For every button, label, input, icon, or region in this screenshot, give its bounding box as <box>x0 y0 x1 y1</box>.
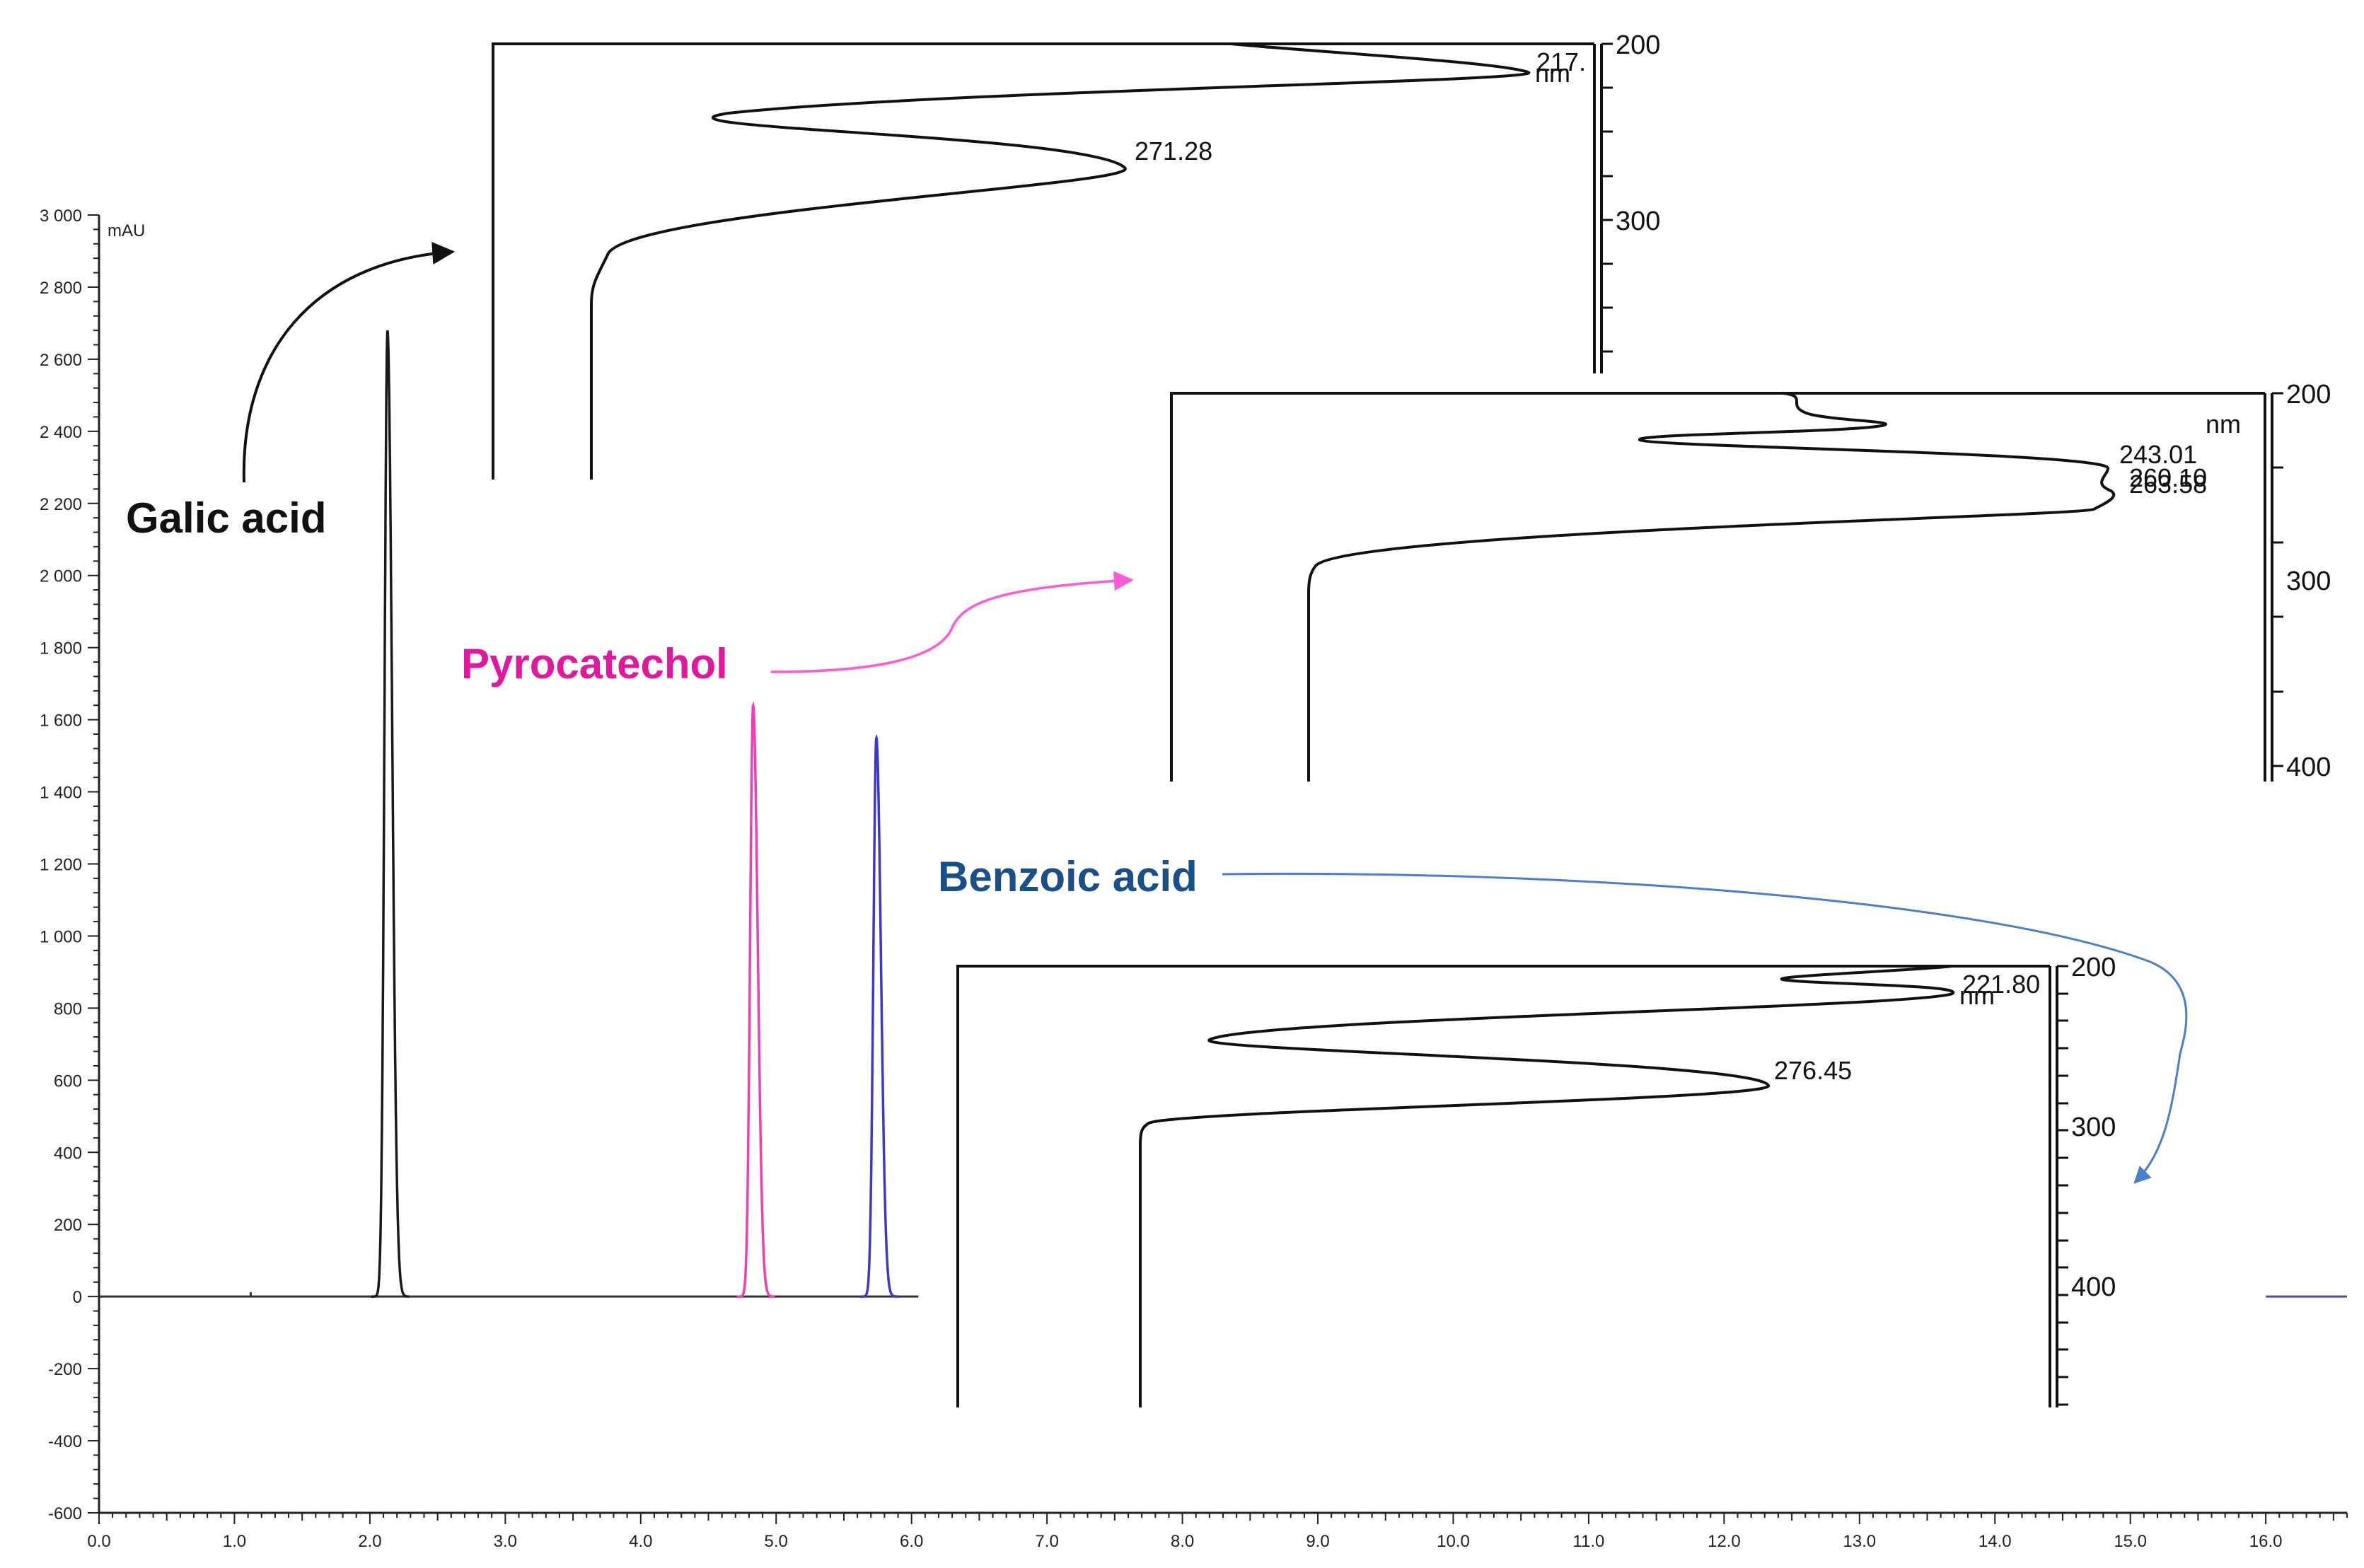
y-tick-label: -400 <box>48 1432 82 1451</box>
benzoic-acid-arrow <box>1222 872 2188 1184</box>
x-tick-label: 12.0 <box>1708 1532 1741 1551</box>
inset-tick-label: 300 <box>1616 207 1660 236</box>
x-tick-label: 11.0 <box>1572 1532 1604 1551</box>
compound-label-pyrocatechol: Pyrocatechol <box>461 640 728 687</box>
x-tick-label: 7.0 <box>1035 1532 1058 1551</box>
inset-unit-label: nm <box>1535 59 1570 88</box>
x-tick-label: 16.0 <box>2249 1532 2283 1551</box>
inset-tick-label: 200 <box>1616 30 1660 60</box>
peak-wavelength-label: 221.80 <box>1962 970 2040 999</box>
y-tick-label: 400 <box>54 1144 82 1163</box>
x-tick-label: 2.0 <box>358 1532 381 1551</box>
x-tick-label: 6.0 <box>900 1532 923 1551</box>
inset-frame <box>492 42 1594 480</box>
y-tick-label: 2 000 <box>40 567 82 586</box>
inset-tick-label: 300 <box>2286 567 2331 596</box>
y-tick-label: 1 400 <box>40 784 82 803</box>
chromatogram-chart: 3 000 2 800 2 600 2 400 2 200 2 000 1 800 1 600… <box>40 207 2348 1551</box>
uv-spectrum-curve <box>590 42 1531 480</box>
x-tick-label: 10.0 <box>1437 1532 1470 1551</box>
inset-tick-label: 200 <box>2286 380 2331 410</box>
peak-wavelength-label: 217. <box>1536 47 1586 76</box>
inset-tick-label: 400 <box>2071 1272 2116 1302</box>
peak-galic-acid <box>371 330 410 1298</box>
uv-spectrum-curve <box>1307 392 2116 782</box>
inset-unit-label: nm <box>1959 981 1995 1010</box>
x-tick-label: 4.0 <box>629 1532 652 1551</box>
y-tick-label: -200 <box>48 1360 82 1379</box>
x-tick-label: 15.0 <box>2114 1532 2147 1551</box>
compound-label-galic: Galic acid <box>126 494 327 542</box>
x-tick-label: 0.0 <box>87 1532 110 1551</box>
y-tick-label: 600 <box>54 1072 82 1091</box>
y-axis-unit: mAU <box>108 221 145 240</box>
pyrocatechol-arrow <box>770 571 1134 673</box>
y-tick-label: 1 200 <box>40 856 82 875</box>
x-tick-label: 9.0 <box>1306 1532 1329 1551</box>
inset-frame <box>956 965 2050 1407</box>
galic-acid-arrow <box>242 242 456 483</box>
uv-spectrum-galic-acid: 200 300 217. 271.28 nm <box>492 30 1660 480</box>
y-tick-label: 3 000 <box>40 207 82 226</box>
inset-frame <box>1170 392 2265 782</box>
y-tick-label: 2 400 <box>40 423 82 442</box>
peak-wavelength-label: 276.45 <box>1774 1056 1852 1085</box>
compound-label-benzoic: Benzoic acid <box>938 853 1198 900</box>
y-tick-label: 1 600 <box>40 712 82 731</box>
y-tick-label: 2 600 <box>40 351 82 370</box>
uv-spectrum-curve <box>1139 965 1955 1407</box>
peak-wavelength-label: 243.01 <box>2119 440 2197 469</box>
peak-wavelength-label: 260.10 <box>2129 463 2207 492</box>
y-tick-label: 1 800 <box>40 639 82 658</box>
peak-wavelength-label: 263.58 <box>2129 470 2207 499</box>
inset-tick-label: 300 <box>2071 1113 2116 1142</box>
peak-benzoic-acid <box>859 734 898 1298</box>
x-tick-label: 13.0 <box>1843 1532 1876 1551</box>
inset-tick-label: 400 <box>2286 753 2331 782</box>
y-tick-label: -600 <box>48 1504 82 1523</box>
x-tick-label: 3.0 <box>494 1532 517 1551</box>
x-tick-label: 14.0 <box>1978 1532 2012 1551</box>
x-tick-label: 8.0 <box>1171 1532 1194 1551</box>
x-tick-label: 5.0 <box>765 1532 788 1551</box>
y-tick-label: 2 800 <box>40 279 82 298</box>
uv-spectrum-benzoic-acid: 200 300 400 221.80 276.45 nm <box>956 953 2116 1407</box>
peak-wavelength-label: 271.28 <box>1135 137 1212 165</box>
annotation-arrows <box>242 242 2188 1184</box>
inset-tick-label: 200 <box>2071 953 2116 982</box>
y-tick-label: 0 <box>73 1288 82 1307</box>
y-tick-label: 800 <box>54 999 82 1018</box>
x-tick-label: 1.0 <box>223 1532 246 1551</box>
y-tick-label: 2 200 <box>40 495 82 514</box>
y-tick-label: 1 000 <box>40 927 82 946</box>
inset-unit-label: nm <box>2206 410 2241 439</box>
y-tick-label: 200 <box>54 1216 82 1235</box>
peak-pyrocatechol <box>736 701 775 1298</box>
